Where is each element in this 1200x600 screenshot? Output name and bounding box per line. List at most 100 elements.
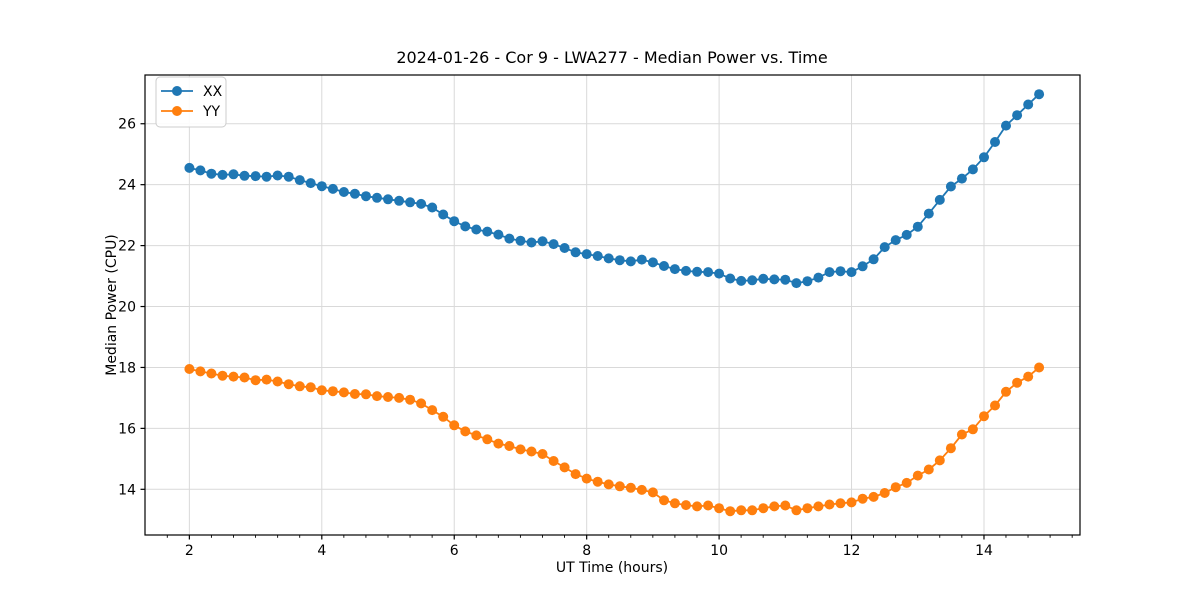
data-point-YY: [956, 429, 967, 440]
data-point-XX: [769, 274, 780, 285]
data-point-XX: [526, 237, 537, 248]
data-point-YY: [824, 499, 835, 510]
data-point-YY: [283, 379, 294, 390]
data-point-YY: [669, 498, 680, 509]
data-point-YY: [416, 398, 427, 409]
data-point-XX: [383, 194, 393, 205]
data-point-YY: [372, 391, 382, 402]
data-point-YY: [813, 501, 824, 512]
data-point-YY: [460, 426, 471, 437]
data-point-XX: [327, 183, 338, 194]
y-tick-label: 22: [118, 239, 136, 255]
legend-marker-XX: [172, 86, 182, 96]
data-point-YY: [405, 394, 416, 405]
data-point-XX: [967, 164, 978, 175]
data-point-YY: [217, 370, 228, 381]
data-point-XX: [614, 255, 625, 266]
data-point-XX: [482, 226, 493, 237]
data-point-YY: [327, 386, 338, 397]
data-point-YY: [780, 500, 791, 511]
data-point-XX: [349, 188, 360, 199]
data-point-XX: [515, 235, 526, 246]
data-point-XX: [890, 235, 901, 246]
data-point-XX: [305, 178, 316, 189]
data-point-XX: [592, 251, 603, 261]
data-point-YY: [758, 503, 769, 514]
data-point-XX: [283, 171, 294, 182]
data-point-YY: [504, 441, 515, 451]
data-point-YY: [945, 443, 956, 454]
data-point-XX: [945, 181, 956, 192]
data-point-XX: [791, 278, 802, 289]
data-point-XX: [548, 239, 559, 250]
x-tick-label: 4: [317, 543, 326, 559]
data-point-YY: [548, 456, 559, 466]
data-point-XX: [824, 267, 835, 278]
data-point-YY: [912, 470, 923, 481]
data-point-XX: [537, 236, 548, 247]
x-tick-label: 2: [185, 543, 194, 559]
data-point-XX: [669, 264, 680, 275]
data-point-YY: [526, 446, 537, 457]
data-point-YY: [1012, 377, 1023, 388]
data-point-XX: [747, 275, 758, 286]
data-point-XX: [780, 274, 791, 285]
data-point-YY: [261, 374, 272, 385]
data-point-YY: [394, 392, 405, 403]
data-point-XX: [758, 273, 769, 284]
data-point-YY: [923, 464, 934, 475]
data-point-YY: [206, 368, 217, 379]
data-point-YY: [581, 473, 592, 484]
data-point-XX: [934, 194, 945, 205]
data-point-XX: [338, 187, 349, 197]
data-point-YY: [427, 405, 438, 416]
data-point-YY: [195, 366, 206, 377]
data-point-XX: [570, 247, 581, 258]
y-axis-label: Median Power (CPU): [104, 234, 120, 376]
data-point-XX: [471, 224, 482, 235]
data-point-YY: [239, 372, 250, 383]
data-point-XX: [879, 242, 890, 253]
data-point-XX: [405, 197, 416, 208]
data-point-YY: [747, 505, 758, 516]
data-point-XX: [361, 191, 371, 202]
data-point-YY: [272, 376, 283, 387]
data-point-XX: [1034, 89, 1045, 100]
data-point-YY: [901, 477, 912, 488]
data-point-XX: [603, 253, 614, 264]
data-point-XX: [1023, 99, 1034, 110]
data-point-YY: [305, 382, 316, 393]
y-tick-label: 16: [118, 421, 136, 437]
data-point-YY: [482, 434, 493, 445]
y-tick-label: 24: [118, 178, 136, 194]
data-point-XX: [659, 261, 669, 271]
data-point-YY: [471, 430, 482, 441]
data-point-YY: [361, 389, 371, 400]
grid-layer: [145, 75, 1080, 535]
legend-marker-YY: [172, 106, 182, 116]
data-point-XX: [1001, 120, 1011, 131]
data-point-XX: [427, 202, 438, 213]
legend-label-YY: YY: [202, 104, 221, 120]
data-point-XX: [901, 229, 912, 240]
data-point-XX: [250, 171, 261, 182]
data-point-YY: [383, 392, 393, 402]
data-point-XX: [416, 198, 427, 209]
data-point-YY: [990, 400, 1000, 411]
data-point-YY: [802, 503, 813, 514]
data-point-XX: [857, 261, 868, 272]
data-point-YY: [493, 438, 504, 449]
x-tick-label: 6: [450, 543, 459, 559]
data-point-YY: [725, 506, 736, 517]
data-point-XX: [372, 192, 382, 203]
data-point-YY: [703, 500, 714, 511]
data-point-YY: [250, 375, 261, 386]
data-point-YY: [537, 449, 548, 459]
data-point-YY: [636, 484, 647, 495]
data-point-XX: [294, 175, 305, 186]
data-point-XX: [725, 273, 736, 284]
series-layer: [184, 89, 1045, 517]
data-point-XX: [217, 169, 228, 180]
data-point-XX: [647, 257, 658, 268]
